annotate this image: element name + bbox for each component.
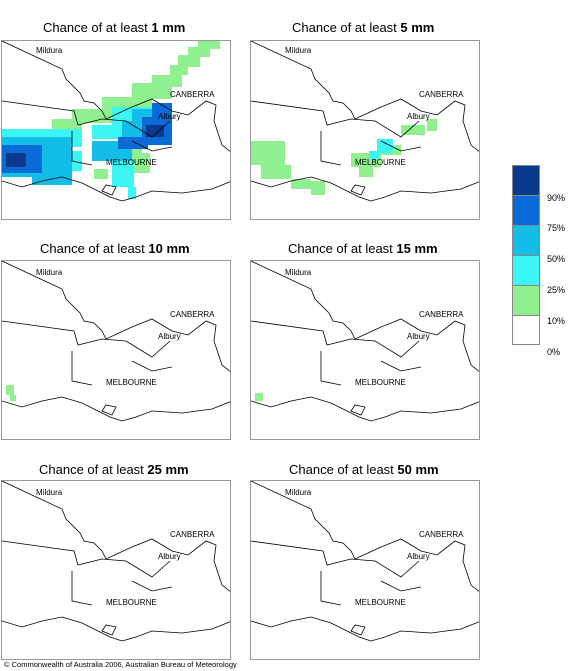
label-albury: Albury — [407, 552, 430, 561]
map-15mm: Mildura CANBERRA Albury MELBOURNE — [250, 260, 480, 440]
panel-title-1mm: Chance of at least 1 mm — [43, 20, 186, 35]
label-melbourne: MELBOURNE — [106, 158, 157, 167]
label-canberra: CANBERRA — [419, 310, 464, 319]
label-albury: Albury — [407, 112, 430, 121]
label-melbourne: MELBOURNE — [106, 598, 157, 607]
map-25mm: Mildura CANBERRA Albury MELBOURNE — [1, 480, 231, 660]
legend-swatch-50 — [512, 225, 540, 255]
copyright-notice: © Commonwealth of Australia 2006, Austra… — [4, 660, 237, 669]
legend-swatch-75 — [512, 195, 540, 225]
map-1mm: Mildura CANBERRA Albury MELBOURNE — [1, 40, 231, 220]
label-melbourne: MELBOURNE — [106, 378, 157, 387]
label-mildura: Mildura — [36, 488, 63, 497]
label-canberra: CANBERRA — [170, 90, 215, 99]
panel-title-15mm: Chance of at least 15 mm — [288, 241, 438, 256]
legend-label-75: 75% — [547, 223, 566, 233]
legend-label-10: 10% — [547, 316, 566, 326]
legend-swatch-0 — [512, 315, 540, 345]
label-melbourne: MELBOURNE — [355, 378, 406, 387]
rain-cells-15mm — [255, 393, 263, 401]
label-canberra: CANBERRA — [170, 310, 215, 319]
legend-swatch-10 — [512, 285, 540, 315]
label-albury: Albury — [158, 112, 181, 121]
rain-cells-5mm — [251, 119, 437, 195]
label-canberra: CANBERRA — [419, 530, 464, 539]
label-albury: Albury — [158, 552, 181, 561]
panel-title-50mm: Chance of at least 50 mm — [289, 462, 439, 477]
legend-label-50: 50% — [547, 254, 566, 264]
legend-swatch-25 — [512, 255, 540, 285]
rain-cells-5mm-cyan — [369, 139, 393, 159]
label-melbourne: MELBOURNE — [355, 158, 406, 167]
legend-swatch-90 — [512, 165, 540, 195]
rain-cells-1mm — [2, 41, 220, 199]
label-mildura: Mildura — [285, 488, 312, 497]
map-5mm: Mildura CANBERRA Albury MELBOURNE — [250, 40, 480, 220]
label-albury: Albury — [407, 332, 430, 341]
label-melbourne: MELBOURNE — [355, 598, 406, 607]
label-canberra: CANBERRA — [170, 530, 215, 539]
label-mildura: Mildura — [285, 268, 312, 277]
color-legend — [512, 165, 540, 345]
label-mildura: Mildura — [285, 46, 312, 55]
panel-title-5mm: Chance of at least 5 mm — [292, 20, 435, 35]
legend-label-25: 25% — [547, 285, 566, 295]
panel-title-25mm: Chance of at least 25 mm — [39, 462, 189, 477]
legend-label-90: 90% — [547, 193, 566, 203]
map-50mm: Mildura CANBERRA Albury MELBOURNE — [250, 480, 480, 660]
legend-label-0: 0% — [547, 347, 561, 357]
map-10mm: Mildura CANBERRA Albury MELBOURNE — [1, 260, 231, 440]
panel-title-10mm: Chance of at least 10 mm — [40, 241, 190, 256]
rain-cells-10mm — [6, 385, 16, 401]
label-mildura: Mildura — [36, 268, 63, 277]
label-canberra: CANBERRA — [419, 90, 464, 99]
label-mildura: Mildura — [36, 46, 63, 55]
label-albury: Albury — [158, 332, 181, 341]
